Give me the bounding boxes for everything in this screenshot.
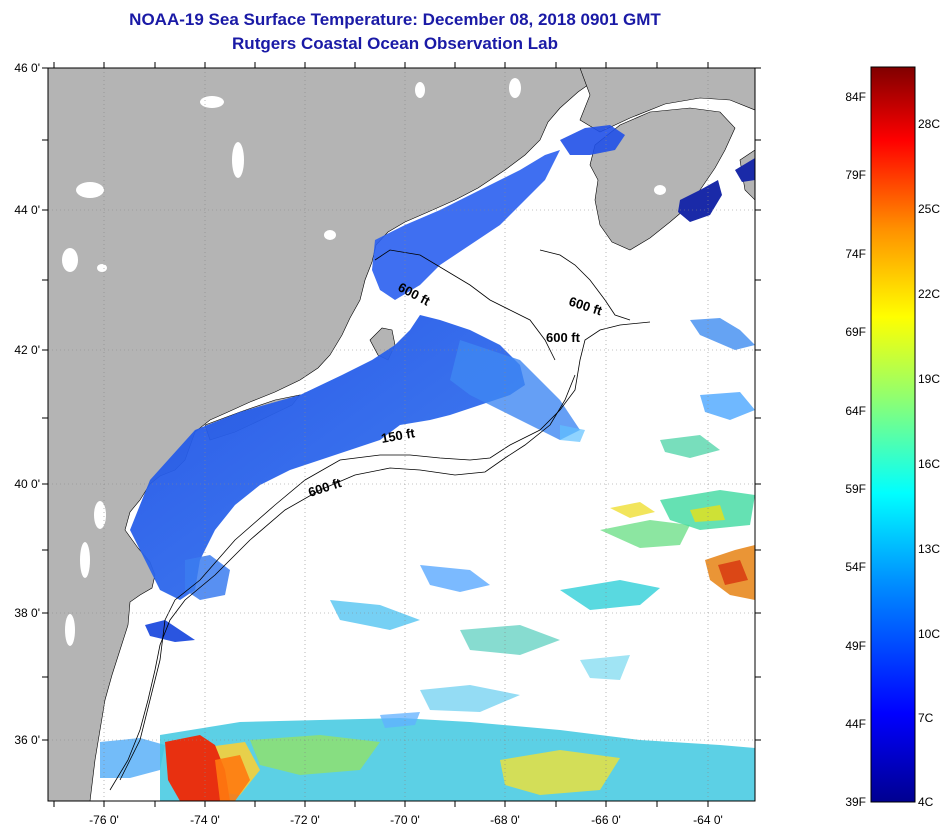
map-subtitle: Rutgers Coastal Ocean Observation Lab — [232, 34, 558, 53]
colorbar-c-label: 19C — [918, 372, 940, 386]
colorbar-f-label: 39F — [845, 795, 866, 809]
lat-label: 42 0' — [14, 343, 40, 357]
contour-label: 150 ft — [380, 425, 417, 446]
lon-label: -68 0' — [490, 813, 520, 827]
lon-label: -66 0' — [591, 813, 621, 827]
lat-label: 40 0' — [14, 477, 40, 491]
colorbar-f-label: 49F — [845, 639, 866, 653]
lon-label: -64 0' — [693, 813, 723, 827]
colorbar-c-label: 10C — [918, 627, 940, 641]
colorbar-f-label: 69F — [845, 325, 866, 339]
colorbar-c-label: 4C — [918, 795, 934, 809]
land-new-brunswick — [579, 68, 755, 133]
lon-label: -74 0' — [190, 813, 220, 827]
lon-label: -76 0' — [89, 813, 119, 827]
colorbar-c-label: 16C — [918, 457, 940, 471]
lakes — [62, 78, 666, 646]
celsius-labels: 28C 25C 22C 19C 16C 13C 10C 7C 4C — [918, 117, 940, 809]
color-bar-scale — [870, 66, 916, 803]
colorbar-f-label: 64F — [845, 404, 866, 418]
colorbar-c-label: 25C — [918, 202, 940, 216]
contour-label: 600 ft — [546, 330, 581, 345]
map-frame — [47, 67, 756, 802]
axis-ticks — [42, 62, 761, 807]
lat-label: 36 0' — [14, 733, 40, 747]
land-us — [48, 68, 596, 801]
lat-label: 38 0' — [14, 606, 40, 620]
sst-shelf-water — [130, 125, 755, 642]
lon-label: -72 0' — [290, 813, 320, 827]
colorbar-c-label: 28C — [918, 117, 940, 131]
map-area — [48, 68, 755, 801]
colorbar-c-label: 7C — [918, 711, 934, 725]
fahrenheit-labels: 84F 79F 74F 69F 64F 59F 54F 49F 44F 39F — [845, 90, 866, 809]
color-bar: 84F 79F 74F 69F 64F 59F 54F 49F 44F 39F … — [845, 66, 940, 809]
colorbar-f-label: 54F — [845, 560, 866, 574]
colorbar-c-label: 22C — [918, 287, 940, 301]
map-title: NOAA-19 Sea Surface Temperature: Decembe… — [129, 10, 661, 29]
lon-label: -70 0' — [390, 813, 420, 827]
colorbar-f-label: 59F — [845, 482, 866, 496]
colorbar-f-label: 84F — [845, 90, 866, 104]
colorbar-f-label: 79F — [845, 168, 866, 182]
longitude-labels: -76 0' -74 0' -72 0' -70 0' -68 0' -66 0… — [89, 813, 723, 827]
sst-offshore-patches — [330, 318, 755, 680]
lat-label: 44 0' — [14, 203, 40, 217]
lat-label: 46 0' — [14, 61, 40, 75]
colorbar-f-label: 74F — [845, 247, 866, 261]
colorbar-f-label: 44F — [845, 717, 866, 731]
latitude-labels: 46 0' 44 0' 42 0' 40 0' 38 0' 36 0' — [14, 61, 40, 747]
colorbar-c-label: 13C — [918, 542, 940, 556]
